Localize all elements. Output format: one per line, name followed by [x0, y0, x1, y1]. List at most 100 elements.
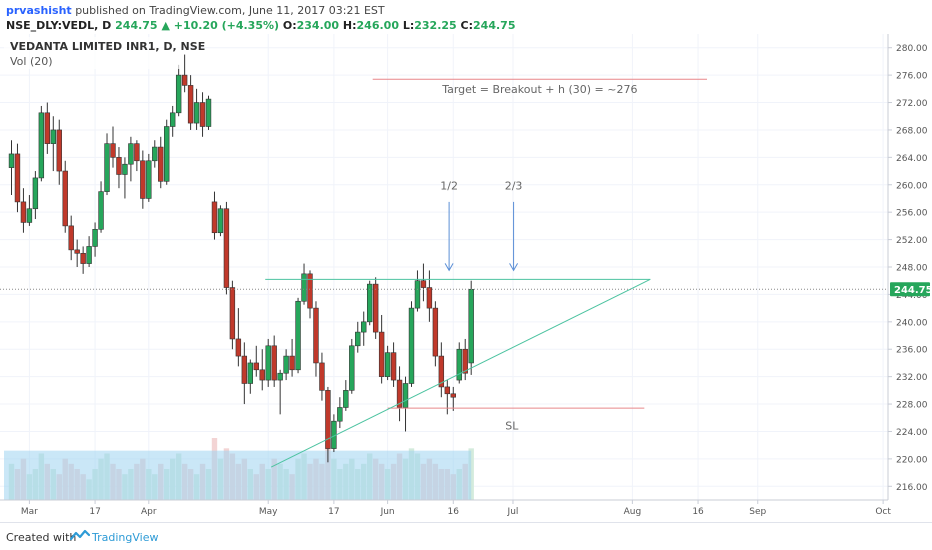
- candle-body: [128, 143, 134, 165]
- open-label: O:: [282, 19, 297, 32]
- candle-body: [408, 307, 415, 384]
- trend-line[interactable]: [270, 278, 651, 468]
- drawings: [0, 78, 888, 468]
- author-link[interactable]: prvashisht: [6, 4, 72, 17]
- candle: [74, 239, 80, 267]
- candle-body: [349, 345, 355, 391]
- candle-body: [361, 321, 367, 333]
- time-tick-label: 17: [89, 507, 100, 517]
- footer: Created with TradingView: [0, 522, 932, 550]
- volume-legend: Vol (20): [10, 55, 53, 68]
- candle-body: [468, 288, 474, 364]
- candle: [325, 386, 331, 463]
- candle: [402, 376, 409, 432]
- candle: [8, 140, 15, 196]
- candle: [98, 181, 104, 233]
- candle: [277, 369, 283, 415]
- candle: [420, 263, 427, 302]
- chart-legend-title: VEDANTA LIMITED INR1, D, NSE: [10, 40, 205, 53]
- candle-body: [307, 273, 313, 309]
- candle-body: [116, 157, 122, 175]
- candle-body: [301, 273, 307, 302]
- candle: [110, 126, 116, 168]
- candle-body: [283, 355, 289, 374]
- price-axis[interactable]: 216.00 220.00 224.00 228.00 232.00 236.00 240.…: [887, 34, 928, 500]
- candle-body: [50, 129, 56, 144]
- target-annotation: Target = Breakout + h (30) = ~276: [441, 83, 637, 96]
- candle: [462, 338, 468, 381]
- candle: [92, 222, 98, 257]
- candle-body: [378, 331, 385, 377]
- candle-body: [438, 355, 445, 388]
- candle-body: [450, 393, 456, 398]
- candle: [349, 338, 355, 394]
- candle-body: [164, 126, 170, 182]
- down-arrow-icon[interactable]: [444, 201, 454, 272]
- candle-body: [98, 191, 104, 230]
- candle: [313, 301, 319, 377]
- candle-body: [44, 112, 51, 144]
- time-tick-label: Apr: [141, 507, 157, 517]
- price-chart[interactable]: VEDANTA LIMITED INR1, D, NSE Vol (20) Ta…: [0, 34, 932, 522]
- candle-body: [8, 153, 15, 168]
- open-value: 234.00: [296, 19, 340, 32]
- candle: [414, 270, 421, 312]
- candle-body: [26, 208, 33, 223]
- candle: [56, 119, 62, 185]
- price-tick-label: 236.00: [896, 346, 928, 356]
- down-arrow-icon[interactable]: [509, 201, 519, 272]
- candle: [68, 215, 74, 261]
- candle: [289, 338, 295, 377]
- last-price-badge-label: 244.75: [894, 285, 932, 296]
- candle-body: [337, 407, 343, 422]
- candle-body: [187, 85, 194, 124]
- candle: [86, 236, 92, 267]
- time-axis[interactable]: Mar 17 Apr May 17 Jun 16 Jul Aug 16 Sep Oct: [0, 499, 891, 517]
- candles: [8, 54, 474, 463]
- candle-body: [146, 160, 152, 199]
- candle: [140, 150, 146, 209]
- candle: [134, 140, 140, 172]
- candle: [253, 345, 259, 377]
- candle: [384, 345, 391, 381]
- last-price: 244.75: [115, 19, 158, 32]
- candle: [265, 338, 271, 387]
- candle-body: [313, 307, 319, 364]
- tradingview-brand-link[interactable]: TradingView: [92, 531, 159, 544]
- candle: [14, 143, 21, 213]
- candle-body: [181, 74, 188, 86]
- price-tick-label: 224.00: [896, 428, 928, 438]
- candle: [235, 308, 242, 367]
- time-tick-label: 16: [692, 507, 704, 517]
- candle: [361, 311, 367, 346]
- candle-body: [325, 390, 331, 449]
- candle-body: [193, 102, 200, 124]
- candle-body: [110, 143, 116, 158]
- time-tick-label: Oct: [875, 507, 891, 517]
- volume-bars: [4, 438, 474, 500]
- candle-body: [229, 287, 236, 340]
- candle-body: [432, 307, 439, 357]
- price-tick-label: 248.00: [896, 264, 928, 274]
- candle: [295, 297, 301, 374]
- candle: [50, 116, 56, 172]
- candle: [199, 92, 206, 137]
- arrow-head: [444, 263, 454, 272]
- candle-body: [366, 283, 373, 323]
- candle-body: [223, 208, 230, 288]
- candle: [450, 386, 456, 411]
- time-tick-label: Mar: [21, 507, 38, 517]
- arrow-head: [509, 263, 519, 272]
- candle-body: [56, 129, 62, 172]
- candle: [20, 188, 27, 233]
- candle-body: [372, 283, 379, 333]
- candle: [38, 105, 45, 182]
- tradingview-logo-icon[interactable]: [70, 529, 90, 543]
- candle-body: [289, 355, 295, 371]
- candle: [169, 105, 176, 137]
- candle: [307, 270, 313, 319]
- candle: [223, 201, 230, 295]
- price-tick-label: 216.00: [896, 483, 928, 493]
- candle: [378, 314, 385, 384]
- candle: [337, 397, 343, 429]
